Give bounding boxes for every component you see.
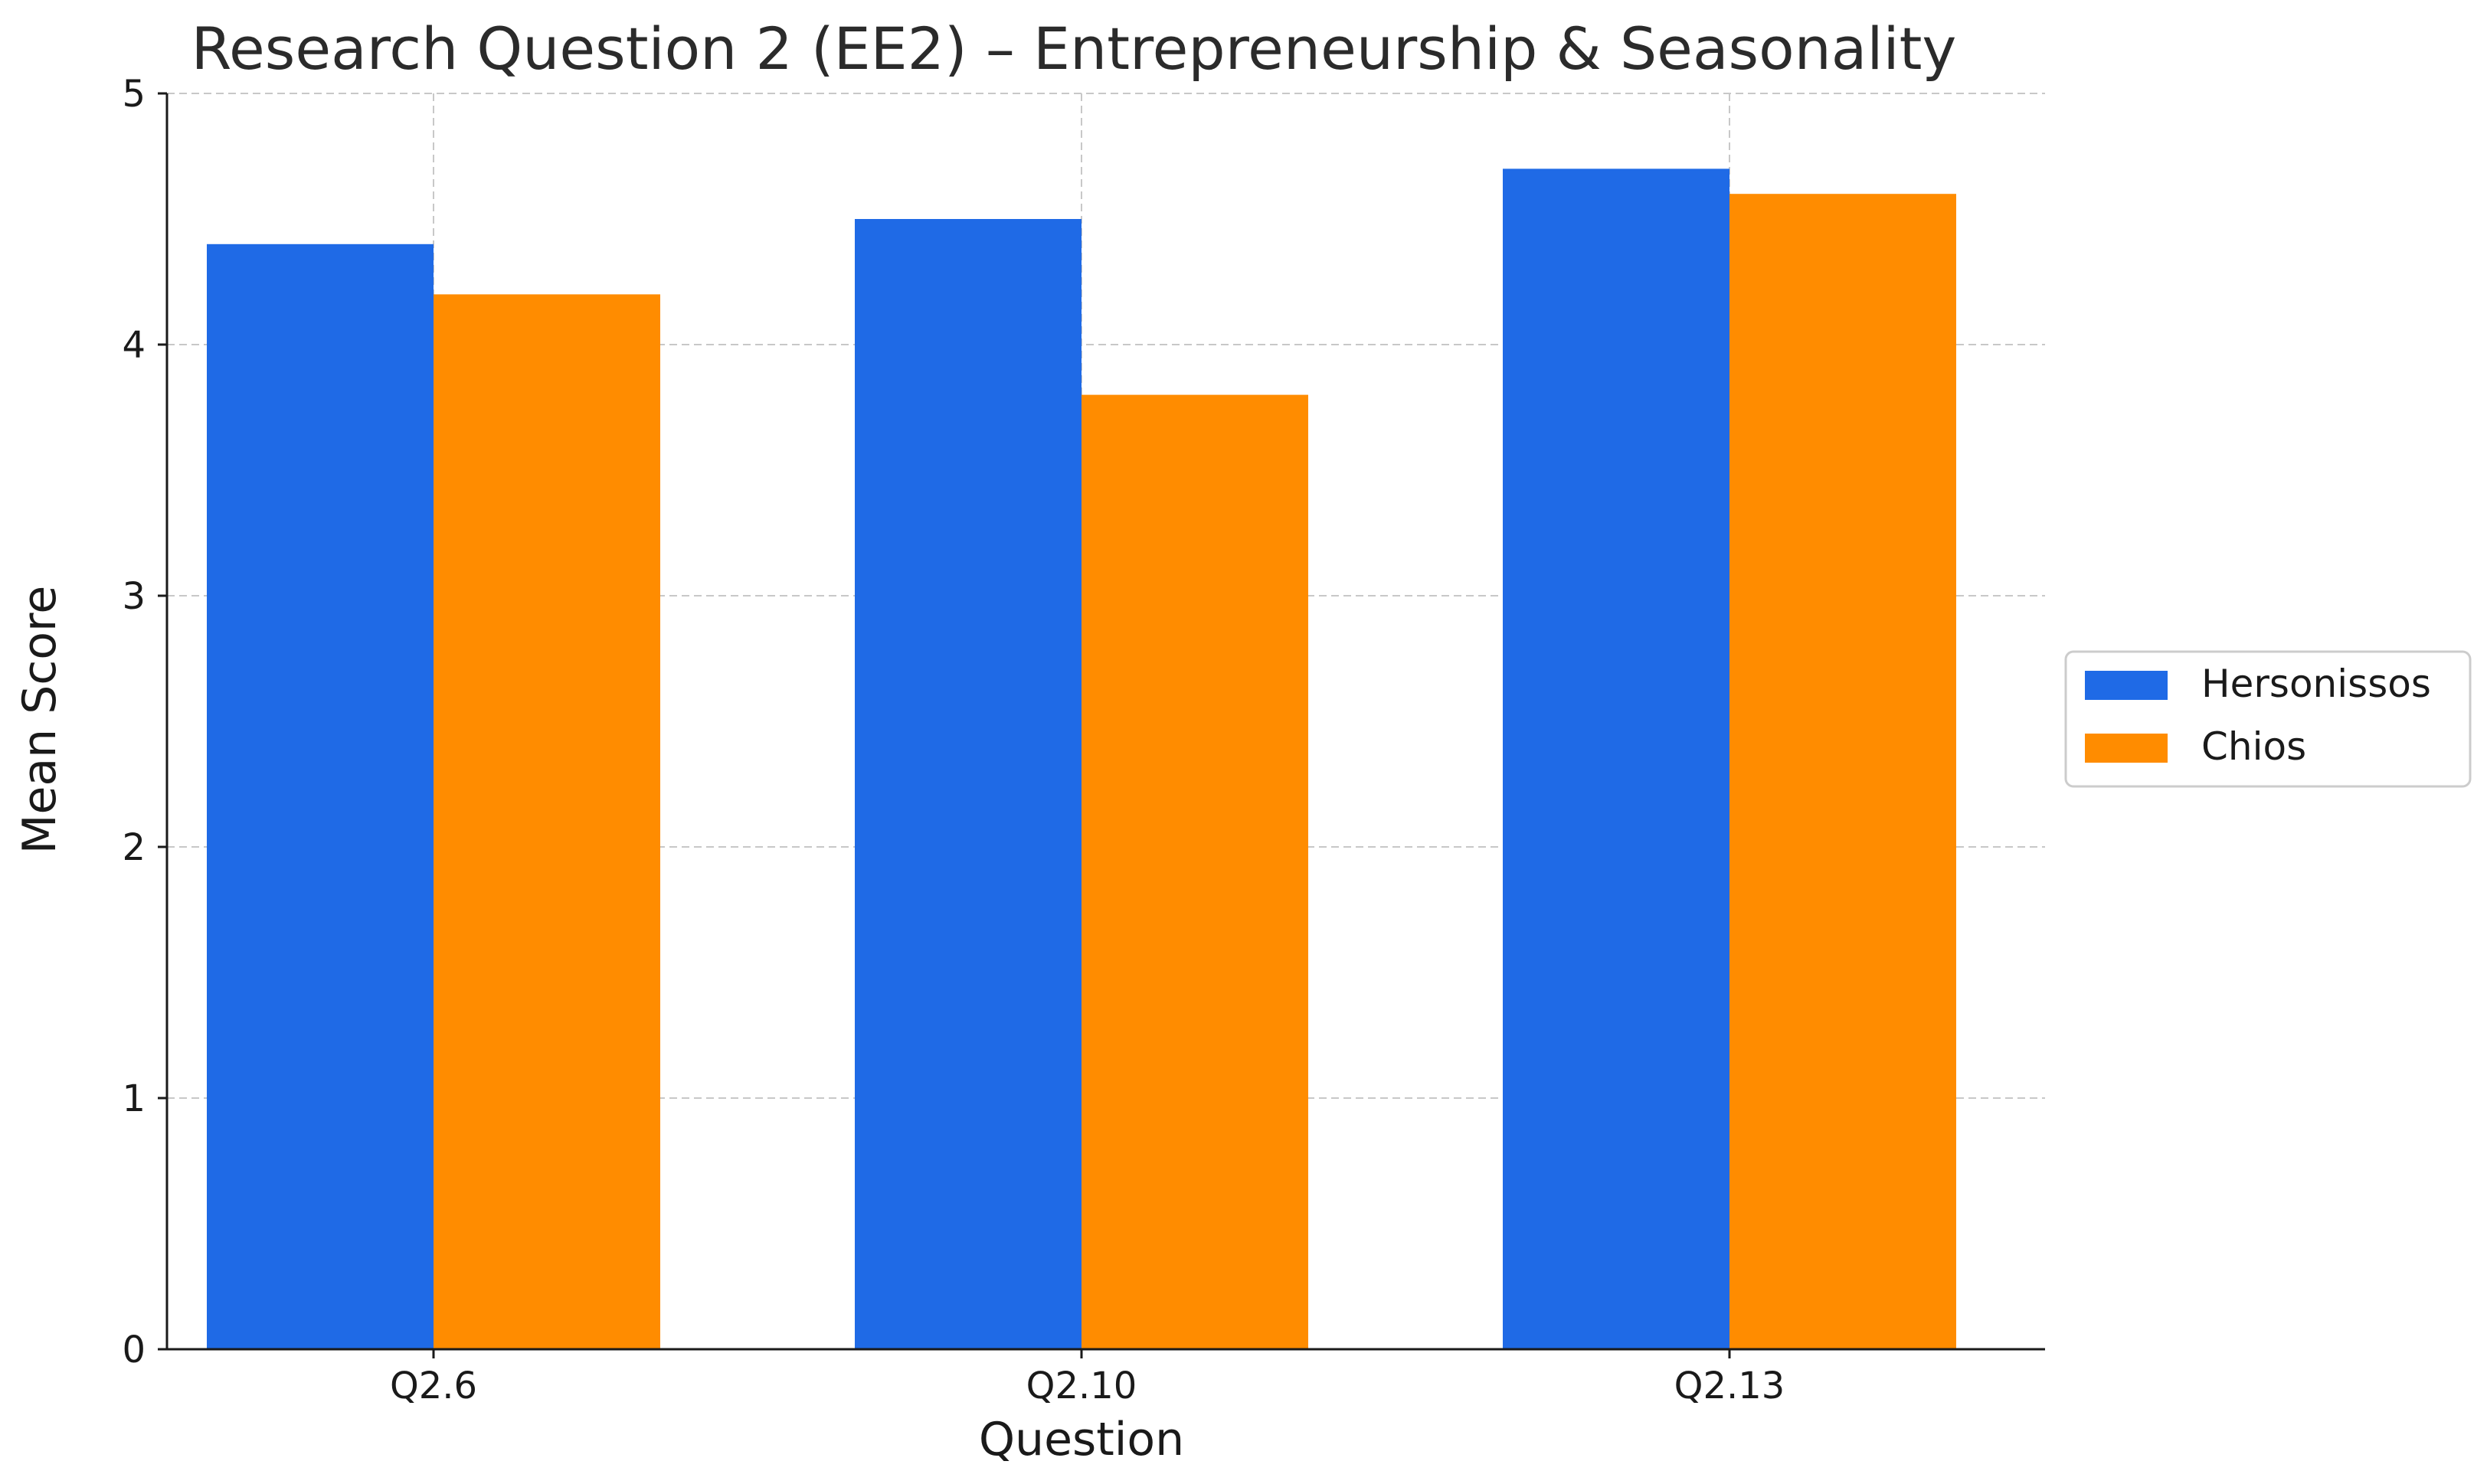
- bar-hersonissos-q2-10: [855, 219, 1082, 1349]
- y-tick-label: 1: [122, 1077, 146, 1120]
- legend-label-hersonissos: Hersonissos: [2201, 662, 2431, 706]
- y-tick-label: 4: [122, 324, 146, 367]
- bar-hersonissos-q2-13: [1503, 168, 1729, 1349]
- x-tick-label: Q2.13: [1674, 1365, 1785, 1407]
- axes: [165, 93, 2045, 1351]
- legend-swatch-hersonissos: [2085, 671, 2168, 700]
- legend-label-chios: Chios: [2201, 724, 2306, 769]
- y-tick-label: 5: [122, 73, 146, 116]
- y-axis-label: Mean Score: [13, 586, 67, 855]
- bar-chios-q2-10: [1082, 394, 1308, 1349]
- y-tick-label: 2: [122, 826, 146, 869]
- bars: [207, 168, 1956, 1350]
- chart-title: Research Question 2 (EE2) – Entrepreneur…: [191, 15, 1957, 83]
- y-tick-label: 0: [122, 1329, 146, 1371]
- bar-chios-q2-6: [434, 294, 660, 1349]
- x-tick-label: Q2.6: [390, 1365, 477, 1407]
- x-axis-label: Question: [979, 1413, 1184, 1466]
- legend: Hersonissos Chios: [2064, 650, 2472, 788]
- tick-labels: 0 1 2 3 4 5 Q2.6 Q2.10 Q2.13: [122, 73, 1785, 1407]
- bar-hersonissos-q2-6: [207, 244, 434, 1349]
- legend-swatch-chios: [2085, 734, 2168, 763]
- y-tick-label: 3: [122, 575, 146, 618]
- bar-chios-q2-13: [1729, 194, 1956, 1350]
- x-tick-label: Q2.10: [1026, 1365, 1137, 1407]
